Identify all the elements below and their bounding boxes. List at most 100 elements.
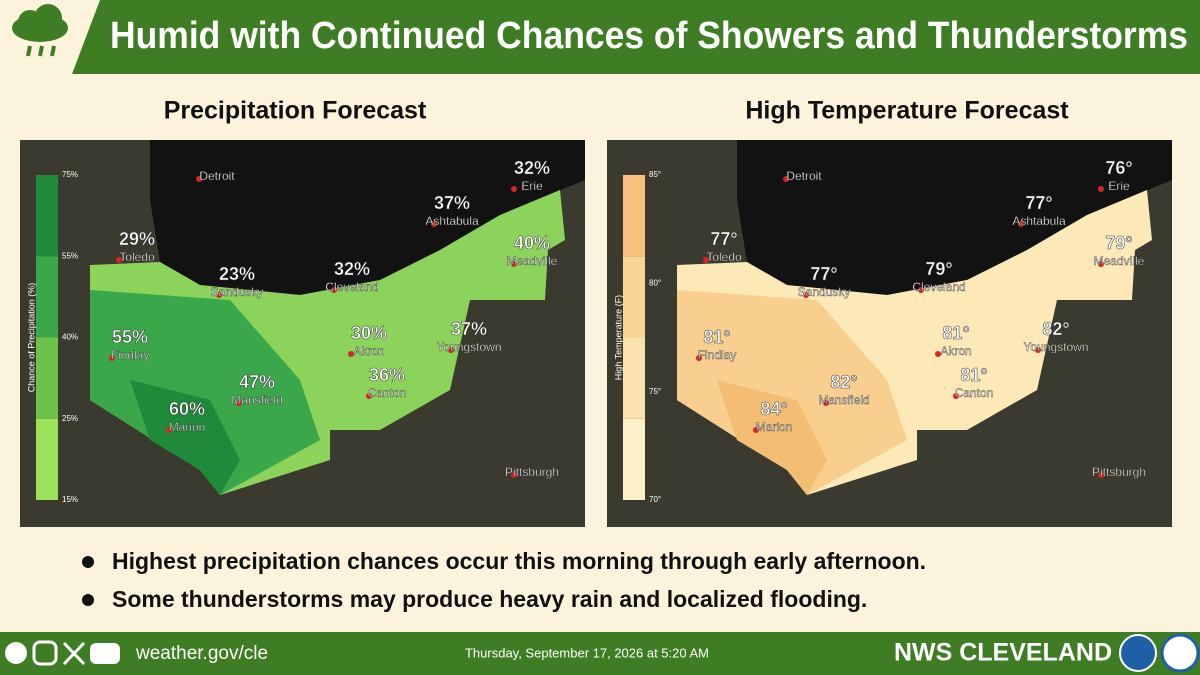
city-value: 47% <box>239 372 275 392</box>
city-name: Findlay <box>111 348 150 362</box>
city-dot <box>1018 221 1024 227</box>
city-dot <box>166 427 172 433</box>
city-dot <box>236 400 242 406</box>
maps: 75% 55% 40% 25% 15% Chance of Precipitation (… <box>20 140 1172 527</box>
city-dot <box>511 261 517 267</box>
city-name: Canton <box>955 386 994 400</box>
city-value: 23% <box>219 264 255 284</box>
city-name: Ashtabula <box>1012 214 1066 228</box>
city-value: 37% <box>434 193 470 213</box>
noaa-logo <box>1119 634 1157 672</box>
lake <box>150 140 585 295</box>
nws-logo <box>1160 633 1200 673</box>
city-dot <box>216 292 222 298</box>
legend-swatch <box>36 175 58 257</box>
city-dot <box>935 351 941 357</box>
city-name: Erie <box>521 179 543 193</box>
rain-icon <box>12 4 68 57</box>
bullet-text: Some thunderstorms may produce heavy rai… <box>112 586 867 612</box>
legend-swatch <box>623 175 645 257</box>
city-dot <box>753 427 759 433</box>
city-value: 79° <box>925 259 952 279</box>
city-name: Sandusky <box>798 285 851 299</box>
legend-tick: 85° <box>649 170 661 179</box>
legend-swatch <box>623 418 645 500</box>
city-value: 77° <box>1025 193 1052 213</box>
legend-swatch <box>623 337 645 419</box>
city-value: 37% <box>451 319 487 339</box>
city-name: Youngstown <box>1024 340 1089 354</box>
city-value: 32% <box>334 259 370 279</box>
bullet-dot <box>82 556 94 568</box>
city-dot <box>703 257 709 263</box>
city-name: Detroit <box>786 169 822 183</box>
legend-swatch <box>36 418 58 500</box>
city-name: Akron <box>940 344 971 358</box>
city-name: Erie <box>1108 179 1130 193</box>
legend-tick: 80° <box>649 278 661 287</box>
city-name: Toledo <box>706 250 742 264</box>
city-name: Marion <box>169 420 206 434</box>
city-name: Meadville <box>507 254 558 268</box>
footer-website: weather.gov/cle <box>135 643 268 664</box>
city-value: 36% <box>369 365 405 385</box>
city-name: Akron <box>353 344 384 358</box>
city-dot <box>511 186 517 192</box>
city-dot <box>511 472 517 478</box>
legend-swatch <box>36 337 58 419</box>
map-title: High Temperature Forecast <box>745 97 1069 125</box>
city-dot <box>1098 472 1104 478</box>
city-dot <box>1035 347 1041 353</box>
city-value: 30% <box>351 323 387 343</box>
social-icons <box>5 640 120 666</box>
legend-swatch <box>623 256 645 338</box>
legend-tick: 25% <box>62 414 78 423</box>
city-value: 82° <box>1042 319 1069 339</box>
city-dot <box>116 257 122 263</box>
city-name: Findlay <box>698 348 737 362</box>
city-dot <box>348 351 354 357</box>
forecast-area <box>677 290 907 495</box>
city-name: Detroit <box>199 169 235 183</box>
map: 85° 80° 75° 70° High Temperature (F) Detroit E… <box>607 140 1172 527</box>
city-dot <box>803 292 809 298</box>
city-name: Meadville <box>1094 254 1145 268</box>
city-value: 55% <box>112 327 148 347</box>
footer-timestamp: Thursday, September 17, 2026 at 5:20 AM <box>465 645 709 660</box>
legend-tick: 40% <box>62 333 78 342</box>
city-dot <box>918 287 924 293</box>
footer-office: NWS CLEVELAND <box>894 639 1112 667</box>
city-value: 79° <box>1105 233 1132 253</box>
city-value: 81° <box>960 365 987 385</box>
bullet-text: Highest precipitation chances occur this… <box>112 548 926 574</box>
city-name: Cleveland <box>325 280 378 294</box>
city-dot <box>448 347 454 353</box>
city-name: Marion <box>756 420 793 434</box>
legend-tick: 55% <box>62 251 78 260</box>
city-name: Sandusky <box>211 285 264 299</box>
city-value: 40% <box>514 233 550 253</box>
header-bar <box>0 0 1200 74</box>
bullet-dot <box>82 594 94 606</box>
city-value: 84° <box>760 399 787 419</box>
city-name: Mansfield <box>231 393 282 407</box>
city-dot <box>1098 186 1104 192</box>
city-value: 77° <box>810 264 837 284</box>
city-name: Cleveland <box>912 280 965 294</box>
city-dot <box>331 287 337 293</box>
legend-tick: 70° <box>649 495 661 504</box>
city-name: Youngstown <box>437 340 502 354</box>
city-dot <box>431 221 437 227</box>
legend-tick: 75% <box>62 170 78 179</box>
city-name: Toledo <box>119 250 155 264</box>
legend-swatch <box>36 256 58 338</box>
city-value: 76° <box>1105 158 1132 178</box>
header-title: Humid with Continued Chances of Showers … <box>110 15 1188 57</box>
city-value: 82° <box>830 372 857 392</box>
bullets: Highest precipitation chances occur this… <box>82 548 926 612</box>
forecast-area <box>717 380 827 495</box>
city-dot <box>109 355 115 361</box>
map-title: Precipitation Forecast <box>164 97 427 125</box>
city-dot <box>823 400 829 406</box>
map: 75% 55% 40% 25% 15% Chance of Precipitation (… <box>20 140 585 527</box>
